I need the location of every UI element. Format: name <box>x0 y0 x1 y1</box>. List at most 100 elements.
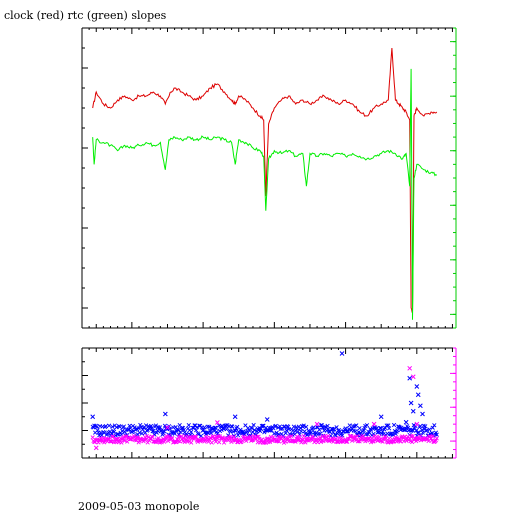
rndtrip-marker <box>318 435 323 440</box>
rndtrip-marker <box>289 434 294 439</box>
offset-marker <box>178 429 183 435</box>
offset-marker <box>330 426 335 432</box>
slopes-chart <box>81 27 457 329</box>
offset-marker <box>317 427 322 432</box>
rndtrip-marker <box>398 439 403 444</box>
rndtrip-marker <box>345 439 350 444</box>
offset-marker <box>95 428 100 433</box>
offset-marker <box>387 426 392 431</box>
clock-slope-line <box>92 47 438 315</box>
offset-marker <box>410 428 416 433</box>
offset-marker <box>420 430 425 435</box>
offset-marker <box>272 431 277 436</box>
rndtrip-marker <box>404 438 409 443</box>
rndtrip-marker-outlier <box>214 420 220 425</box>
offset-marker <box>111 429 117 435</box>
offset-marker <box>121 424 127 429</box>
rndtrip-marker <box>221 440 227 445</box>
offset-marker <box>293 428 298 433</box>
offset-marker <box>110 424 115 429</box>
rndtrip-marker <box>213 439 218 444</box>
rndtrip-marker <box>96 440 101 445</box>
rndtrip-marker <box>262 440 267 445</box>
rndtrip-marker <box>387 436 392 441</box>
rndtrip-marker <box>131 433 136 439</box>
rndtrip-marker <box>204 435 209 441</box>
offset-marker <box>109 431 114 436</box>
rndtrip-marker <box>114 436 119 442</box>
rndtrip-marker <box>256 434 261 439</box>
offset-marker <box>231 433 237 438</box>
rndtrip-marker <box>119 440 124 445</box>
offset-marker <box>267 428 273 433</box>
offset-marker <box>260 423 265 428</box>
offset-marker <box>331 426 337 432</box>
rndtrip-marker <box>350 438 355 443</box>
rndtrip-marker <box>183 434 188 439</box>
rndtrip-marker-outlier <box>407 365 413 371</box>
offset-marker <box>233 428 238 433</box>
offset-marker <box>302 429 307 434</box>
rndtrip-marker <box>90 435 95 440</box>
offset-marker <box>347 423 352 428</box>
offset-marker <box>364 423 370 428</box>
offset-marker <box>374 426 379 431</box>
rndtrip-marker <box>194 434 199 439</box>
offset-marker <box>153 423 159 428</box>
offset-marker <box>295 429 301 434</box>
rndtrip-marker <box>109 439 114 444</box>
offset-marker <box>207 424 212 429</box>
offset-marker <box>353 429 358 434</box>
offset-marker <box>132 425 137 430</box>
rndtrip-marker <box>326 434 331 439</box>
offset-marker <box>186 423 191 428</box>
offset-marker <box>202 425 207 430</box>
rndtrip-marker-outlier <box>371 421 377 427</box>
offset-marker-outlier <box>162 411 168 417</box>
rndtrip-marker <box>170 435 175 441</box>
offset-marker <box>313 430 319 436</box>
offset-marker <box>274 430 279 435</box>
offset-marker <box>230 424 235 429</box>
rndtrip-marker <box>360 433 365 439</box>
offset-marker <box>301 423 306 428</box>
offset-marker-outlier <box>378 414 384 420</box>
offset-marker <box>154 430 159 435</box>
offset-marker <box>326 426 331 432</box>
offset-marker <box>371 431 376 436</box>
offset-marker <box>316 431 321 437</box>
offset-marker-outlier <box>420 411 425 417</box>
offset-marker <box>137 430 142 435</box>
offset-marker <box>114 425 119 430</box>
offset-marker <box>430 425 435 430</box>
rndtrip-marker-outlier <box>314 421 320 427</box>
offset-marker-outlier <box>232 414 238 420</box>
rndtrip-marker-outlier <box>93 445 99 451</box>
rndtrip-marker-outlier <box>165 425 170 430</box>
rtc-slope-line <box>92 68 438 320</box>
offset-marker <box>273 423 278 429</box>
rndtrip-marker <box>430 433 435 439</box>
offset-marker <box>159 428 164 433</box>
offset-marker <box>345 429 350 434</box>
rndtrip-marker <box>407 436 412 442</box>
offset-marker <box>377 426 383 431</box>
rndtrip-marker <box>343 437 348 442</box>
offset-marker <box>416 429 421 435</box>
offset-marker <box>136 426 141 431</box>
rndtrip-marker <box>434 436 439 441</box>
offset-marker-outlier <box>264 417 270 422</box>
rndtrip-marker <box>209 440 214 445</box>
offset-marker-outlier <box>415 392 421 398</box>
offset-marker <box>213 425 218 430</box>
offset-marker <box>284 428 289 433</box>
offset-marker <box>235 424 240 429</box>
offset-marker <box>117 424 122 429</box>
rndtrip-marker <box>111 434 116 439</box>
rndtrip-marker-outlier <box>414 421 420 427</box>
rndtrip-marker <box>402 434 407 439</box>
offset-marker <box>393 431 398 437</box>
offset-rndtrip-chart <box>81 347 457 459</box>
offset-marker <box>212 428 217 434</box>
